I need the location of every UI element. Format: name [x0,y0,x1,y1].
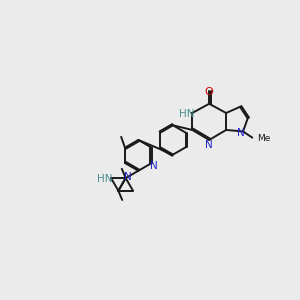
Text: HN: HN [97,174,112,184]
Text: N: N [124,172,132,182]
Text: HN: HN [179,109,195,119]
Text: O: O [205,87,214,98]
Text: N: N [150,161,158,171]
Text: Me: Me [257,134,270,143]
Text: N: N [205,140,213,150]
Text: N: N [237,128,244,138]
